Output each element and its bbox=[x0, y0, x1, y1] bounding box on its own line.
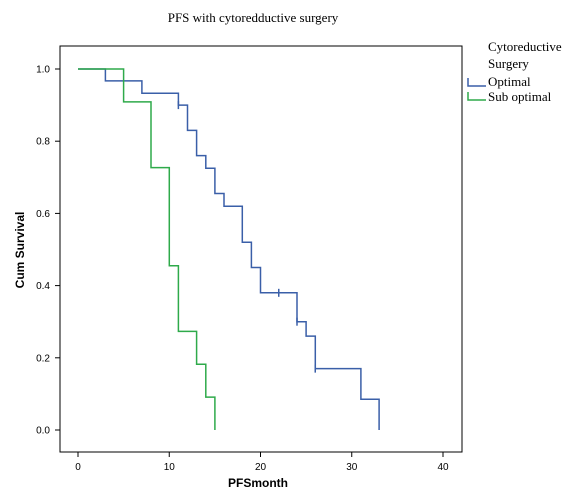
y-tick-label: 0.6 bbox=[36, 209, 50, 220]
legend-swatch-optimal bbox=[467, 78, 486, 87]
legend-title-line2: Surgery bbox=[488, 56, 529, 71]
x-tick-label: 40 bbox=[437, 462, 449, 473]
y-axis-ticks: 0.0 0.2 0.4 0.6 0.8 1.0 bbox=[36, 65, 60, 437]
x-axis-label: PFSmonth bbox=[228, 476, 288, 490]
y-tick-label: 0.8 bbox=[36, 137, 50, 148]
legend-item-sub-optimal: Sub optimal bbox=[467, 89, 552, 104]
legend-title-line1: Cytoreductive bbox=[488, 39, 562, 54]
x-tick-label: 30 bbox=[346, 462, 358, 473]
y-tick-label: 0.4 bbox=[36, 281, 50, 292]
x-axis-ticks: 0 10 20 30 40 bbox=[75, 452, 449, 473]
legend-label-optimal: Optimal bbox=[488, 74, 531, 89]
x-tick-label: 0 bbox=[75, 462, 81, 473]
plot-frame bbox=[59, 45, 463, 453]
legend-item-optimal: Optimal bbox=[467, 74, 531, 89]
series-layer bbox=[78, 68, 380, 430]
y-tick-label: 0.2 bbox=[36, 353, 50, 364]
y-axis-label: Cum Survival bbox=[13, 212, 27, 289]
x-tick-label: 10 bbox=[164, 462, 176, 473]
series-line-sub-optimal bbox=[78, 68, 216, 430]
series-line-optimal bbox=[78, 68, 380, 430]
legend: Cytoreductive Surgery Optimal Sub optima… bbox=[467, 39, 562, 104]
chart-title: PFS with cytoredductive surgery bbox=[168, 10, 339, 25]
legend-swatch-sub-optimal bbox=[467, 92, 486, 101]
x-tick-label: 20 bbox=[255, 462, 267, 473]
y-tick-label: 0.0 bbox=[36, 426, 50, 437]
y-tick-label: 1.0 bbox=[36, 65, 50, 76]
legend-label-sub-optimal: Sub optimal bbox=[488, 89, 552, 104]
